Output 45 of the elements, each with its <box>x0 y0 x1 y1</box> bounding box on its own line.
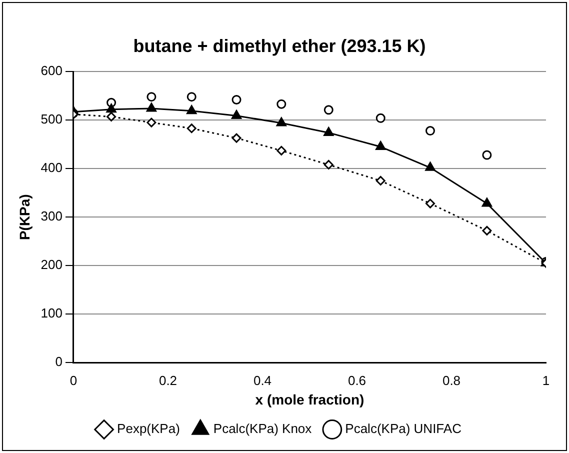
x-tick-label: 0.6 <box>348 372 366 388</box>
point <box>146 92 156 102</box>
y-tick-label: 300 <box>40 208 62 224</box>
point <box>106 104 116 113</box>
point <box>482 198 492 207</box>
point <box>376 141 386 150</box>
legend-label: Pexp(KPa) <box>117 421 180 436</box>
point <box>146 118 156 128</box>
y-tick-label: 600 <box>40 63 62 78</box>
x-tick-label: 0.4 <box>253 372 272 388</box>
x-tick-label: 0 <box>70 372 78 388</box>
y-axis-title: P(KPa) <box>16 194 32 240</box>
x-tick-label: 0.2 <box>158 372 178 388</box>
point <box>482 226 492 236</box>
point <box>231 110 242 119</box>
point <box>186 124 196 134</box>
point <box>482 150 492 160</box>
point <box>106 112 116 122</box>
point <box>186 92 196 102</box>
y-tick-label: 500 <box>40 112 62 127</box>
point <box>146 102 157 112</box>
point <box>324 160 334 170</box>
point <box>276 117 286 126</box>
x-axis-title: x (mole fraction) <box>255 391 364 408</box>
point <box>425 162 436 171</box>
point <box>425 198 435 208</box>
point <box>276 146 286 156</box>
point <box>376 176 386 186</box>
y-tick-label: 100 <box>40 306 62 321</box>
chart-title: butane + dimethyl ether (293.15 K) <box>133 36 426 56</box>
y-tick-label: 0 <box>55 354 62 370</box>
point <box>324 105 334 115</box>
legend-label: Pcalc(KPa) UNIFAC <box>345 421 462 436</box>
x-tick-label: 0.8 <box>442 372 461 388</box>
point <box>232 94 242 104</box>
y-tick-label: 400 <box>40 160 62 176</box>
point <box>425 126 435 136</box>
point <box>376 113 386 123</box>
point <box>232 133 242 143</box>
y-tick-label: 200 <box>40 257 62 272</box>
point <box>186 105 197 114</box>
x-tick-label: 1 <box>542 372 550 388</box>
point <box>276 99 286 109</box>
point <box>324 126 334 136</box>
legend-label: Pcalc(KPa) Knox <box>213 421 312 436</box>
